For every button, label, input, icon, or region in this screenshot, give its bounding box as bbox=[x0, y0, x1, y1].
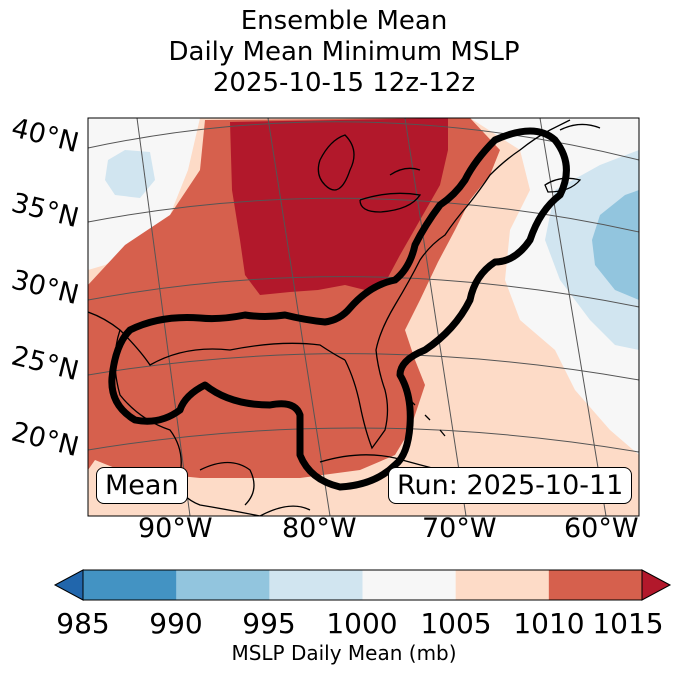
lon-label-70w: 70°W bbox=[422, 513, 497, 544]
parallel-25n bbox=[88, 353, 639, 381]
colorbar-tick-995: 995 bbox=[242, 607, 296, 640]
field-over-1015 bbox=[230, 118, 448, 295]
nova-scotia bbox=[544, 123, 601, 193]
mexico-coast bbox=[114, 329, 261, 516]
coastlines bbox=[88, 119, 601, 516]
meridian-60w bbox=[539, 118, 607, 516]
title-line-3: 2025-10-15 12z-12z bbox=[212, 68, 476, 98]
us-gulf-coast bbox=[88, 311, 346, 366]
colorbar-segment-1005 bbox=[455, 570, 550, 600]
colorbar-tick-985: 985 bbox=[56, 607, 110, 640]
cuba bbox=[319, 454, 441, 471]
colorbar-tick-1005: 1005 bbox=[420, 607, 492, 640]
map-frame bbox=[87, 117, 640, 517]
colorbar-frame bbox=[82, 569, 643, 601]
field-995-east bbox=[592, 190, 639, 300]
title-line-1: Ensemble Mean bbox=[240, 6, 448, 36]
central-america bbox=[259, 505, 311, 516]
lon-label-90w: 90°W bbox=[138, 513, 213, 544]
colorbar-segment-985 bbox=[83, 570, 177, 600]
lon-label-80w: 80°W bbox=[282, 513, 357, 544]
parallel-40n bbox=[88, 121, 639, 161]
great-lakes bbox=[317, 134, 422, 213]
colorbar-segments bbox=[83, 570, 643, 600]
yucatan bbox=[199, 461, 255, 506]
colorbar-segment-1010 bbox=[548, 570, 643, 600]
parallel-20n bbox=[88, 427, 639, 453]
chart-title: Ensemble Mean Daily Mean Minimum MSLP 20… bbox=[0, 6, 688, 99]
colorbar-tick-1010: 1010 bbox=[513, 607, 585, 640]
colorbar-tick-1015: 1015 bbox=[592, 607, 664, 640]
run-date-box: Run: 2025-10-11 bbox=[388, 467, 633, 504]
meridian-70w bbox=[404, 118, 467, 516]
colorbar-tick-1000: 1000 bbox=[326, 607, 398, 640]
colorbar-segment-1000 bbox=[362, 570, 457, 600]
florida-peninsula bbox=[344, 119, 571, 450]
title-line-2: Daily Mean Minimum MSLP bbox=[168, 37, 520, 67]
mean-label-box: Mean bbox=[96, 467, 188, 504]
colorbar-segment-990 bbox=[176, 570, 270, 600]
highlight-contour bbox=[108, 127, 570, 491]
field-1000-east bbox=[545, 150, 639, 350]
colorbar-tick-990: 990 bbox=[149, 607, 203, 640]
parallel-35n bbox=[88, 197, 639, 233]
colorbar-label: MSLP Daily Mean (mb) bbox=[231, 641, 457, 665]
colorbar-segment-995 bbox=[269, 570, 363, 600]
colorbar-under-arrow bbox=[53, 569, 84, 601]
lon-label-60w: 60°W bbox=[564, 513, 639, 544]
colorbar-over-arrow bbox=[641, 569, 672, 601]
parallel-30n bbox=[88, 276, 639, 308]
